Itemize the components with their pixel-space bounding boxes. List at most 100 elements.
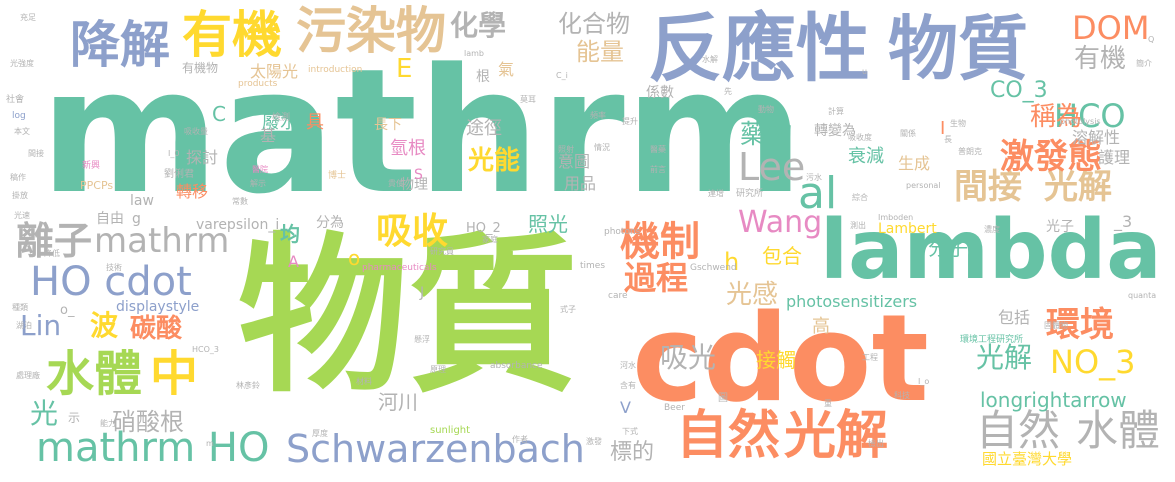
word-sub3: _3 (1114, 212, 1133, 231)
word-wuranwu: 污染物 (296, 2, 446, 60)
word-ziyou: 自由 (96, 211, 124, 227)
word-jun: 均 (280, 222, 300, 246)
word-bo: 波 (90, 309, 119, 342)
word-jianjie2: 簡介 (1136, 59, 1152, 68)
word-mathrm-ho: mathrm HO (36, 425, 270, 471)
word-liulijun: 劉俐君 (164, 169, 194, 180)
word-zhuanyi: 轉移 (176, 182, 209, 201)
word-xishouliang: 吸收量 (184, 127, 208, 136)
word-lamb: lamb (464, 49, 484, 58)
word-huli: 護理 (1098, 148, 1131, 167)
word-huaxue: 化學 (450, 9, 507, 42)
word-letter-h: h (724, 248, 740, 276)
word-lambert: Lambert (878, 221, 937, 237)
word-xinxing: 新興 (82, 161, 101, 171)
word-shuiti-gray: 水體 (1076, 406, 1161, 455)
word-houdu: 厚度 (312, 429, 328, 438)
word-jiechu: 接觸 (756, 348, 796, 372)
word-huanjing: 環境 (1046, 305, 1114, 345)
word-taiyangguang: 太陽光 (250, 62, 299, 81)
word-letter-v: V (620, 398, 631, 417)
word-chang: 長 (944, 135, 952, 144)
word-letter-o: o (348, 246, 361, 270)
word-wang: Wang (738, 205, 823, 240)
word-rongjiexing: 溶解性 (1072, 128, 1121, 147)
word-shuijie: 水解 (702, 55, 718, 64)
word-huahewu: 化合物 (558, 10, 630, 38)
word-zhuanbianwei: 轉變為 (814, 123, 856, 139)
word-guangzi: 光子 (1046, 219, 1074, 235)
word-times: times (580, 261, 606, 271)
word-i0: I_0 (168, 149, 180, 158)
word-jiangdi: 降低 (44, 249, 60, 258)
word-al: al (798, 168, 838, 219)
word-guishi: 貴使 (388, 179, 404, 188)
word-longrightarrow: longrightarrow (980, 388, 1127, 412)
word-photons: photons (604, 227, 641, 237)
word-fanyingxing: 反應性 (648, 6, 870, 92)
word-yiyao: 醫藥 (650, 145, 666, 154)
word-gongcheng: 工程 (862, 353, 878, 362)
word-guangjie-tan: 光解 (1044, 167, 1112, 207)
word-shizi: 式子 (560, 305, 576, 314)
word-baokuo: 包括 (998, 308, 1031, 327)
word-zhangxia: 長下 (374, 117, 402, 133)
word-hanyou: 含有 (620, 381, 636, 390)
word-guang: 光 (30, 397, 59, 430)
word-zhonglei: 種類 (12, 303, 28, 312)
word-shi: 示 (68, 411, 81, 425)
word-photosensitizers: photosensitizers (786, 292, 918, 311)
word-yuanli: 原理 (430, 365, 446, 374)
word-beer: Beer (664, 403, 685, 413)
word-baohe: 包合 (762, 244, 802, 268)
word-products: products (238, 79, 278, 89)
word-keji: 科技 (894, 391, 910, 400)
word-pulangke: 普朗克 (958, 147, 982, 156)
word-jizhi: 機制 (620, 219, 700, 265)
word-nengliang: 能量 (576, 38, 624, 66)
word-shehui: 社會 (6, 95, 25, 105)
word-guangneng: 光能 (468, 146, 521, 176)
word-nengli: 能力 (100, 419, 116, 428)
word-mathrm-gray: mathrm (94, 221, 230, 261)
word-yanjiuyuan: 研究員 (430, 247, 454, 256)
word-q-small: Q (1148, 35, 1155, 44)
word-gao: 高 (812, 316, 830, 337)
word-tujing: 途徑 (466, 118, 502, 139)
word-shengwu: 生物 (950, 119, 966, 128)
word-hechuan: 河川 (378, 390, 418, 414)
word-lianzeng: 連增 (708, 189, 724, 198)
word-ziran-gray: 自然 (976, 406, 1061, 455)
word-qinggen: 氫根 (390, 138, 426, 159)
word-log: log (12, 111, 26, 121)
word-guafang: 掛放 (12, 191, 28, 200)
word-ci: C_i (556, 71, 568, 80)
word-xiaosuangen: 硝酸根 (112, 408, 184, 436)
word-youjiwu: 有機物 (182, 61, 219, 75)
word-displaystyle: displaystyle (116, 299, 200, 315)
word-tu: 圖 (718, 393, 728, 404)
word-jiance: 檢測 (272, 113, 291, 123)
word-zuozhe: 作者 (512, 435, 528, 444)
word-benwen: 本文 (14, 127, 30, 136)
word-fenzi: 分子 (928, 236, 968, 260)
word-letter-c: C (212, 102, 226, 126)
word-absorbance: absorbance (490, 361, 543, 371)
word-quanta: quanta (1128, 291, 1157, 300)
word-zhong2: 重 (824, 399, 832, 408)
word-chengwei: 稱為 (1030, 102, 1083, 132)
word-dom: DOM (1072, 9, 1150, 47)
word-xishoudu: 吸收度 (848, 133, 872, 142)
word-chulichang: 處理廠 (16, 371, 40, 380)
word-yiyuan: 醫院 (252, 165, 268, 174)
word-shengcheng: 生成 (898, 154, 931, 173)
word-xiashi: 下式 (622, 427, 638, 436)
word-lee: Lee (738, 145, 806, 189)
word-personal: personal (906, 181, 941, 190)
word-introduction: introduction (308, 65, 363, 75)
word-yongpin: 用品 (564, 174, 597, 193)
word-guangsu: 光速 (14, 211, 30, 220)
word-no3: NO_3 (1050, 343, 1136, 381)
word-wuzhi-main: 物質 (238, 218, 579, 416)
word-qingkuang: 情況 (594, 143, 610, 152)
